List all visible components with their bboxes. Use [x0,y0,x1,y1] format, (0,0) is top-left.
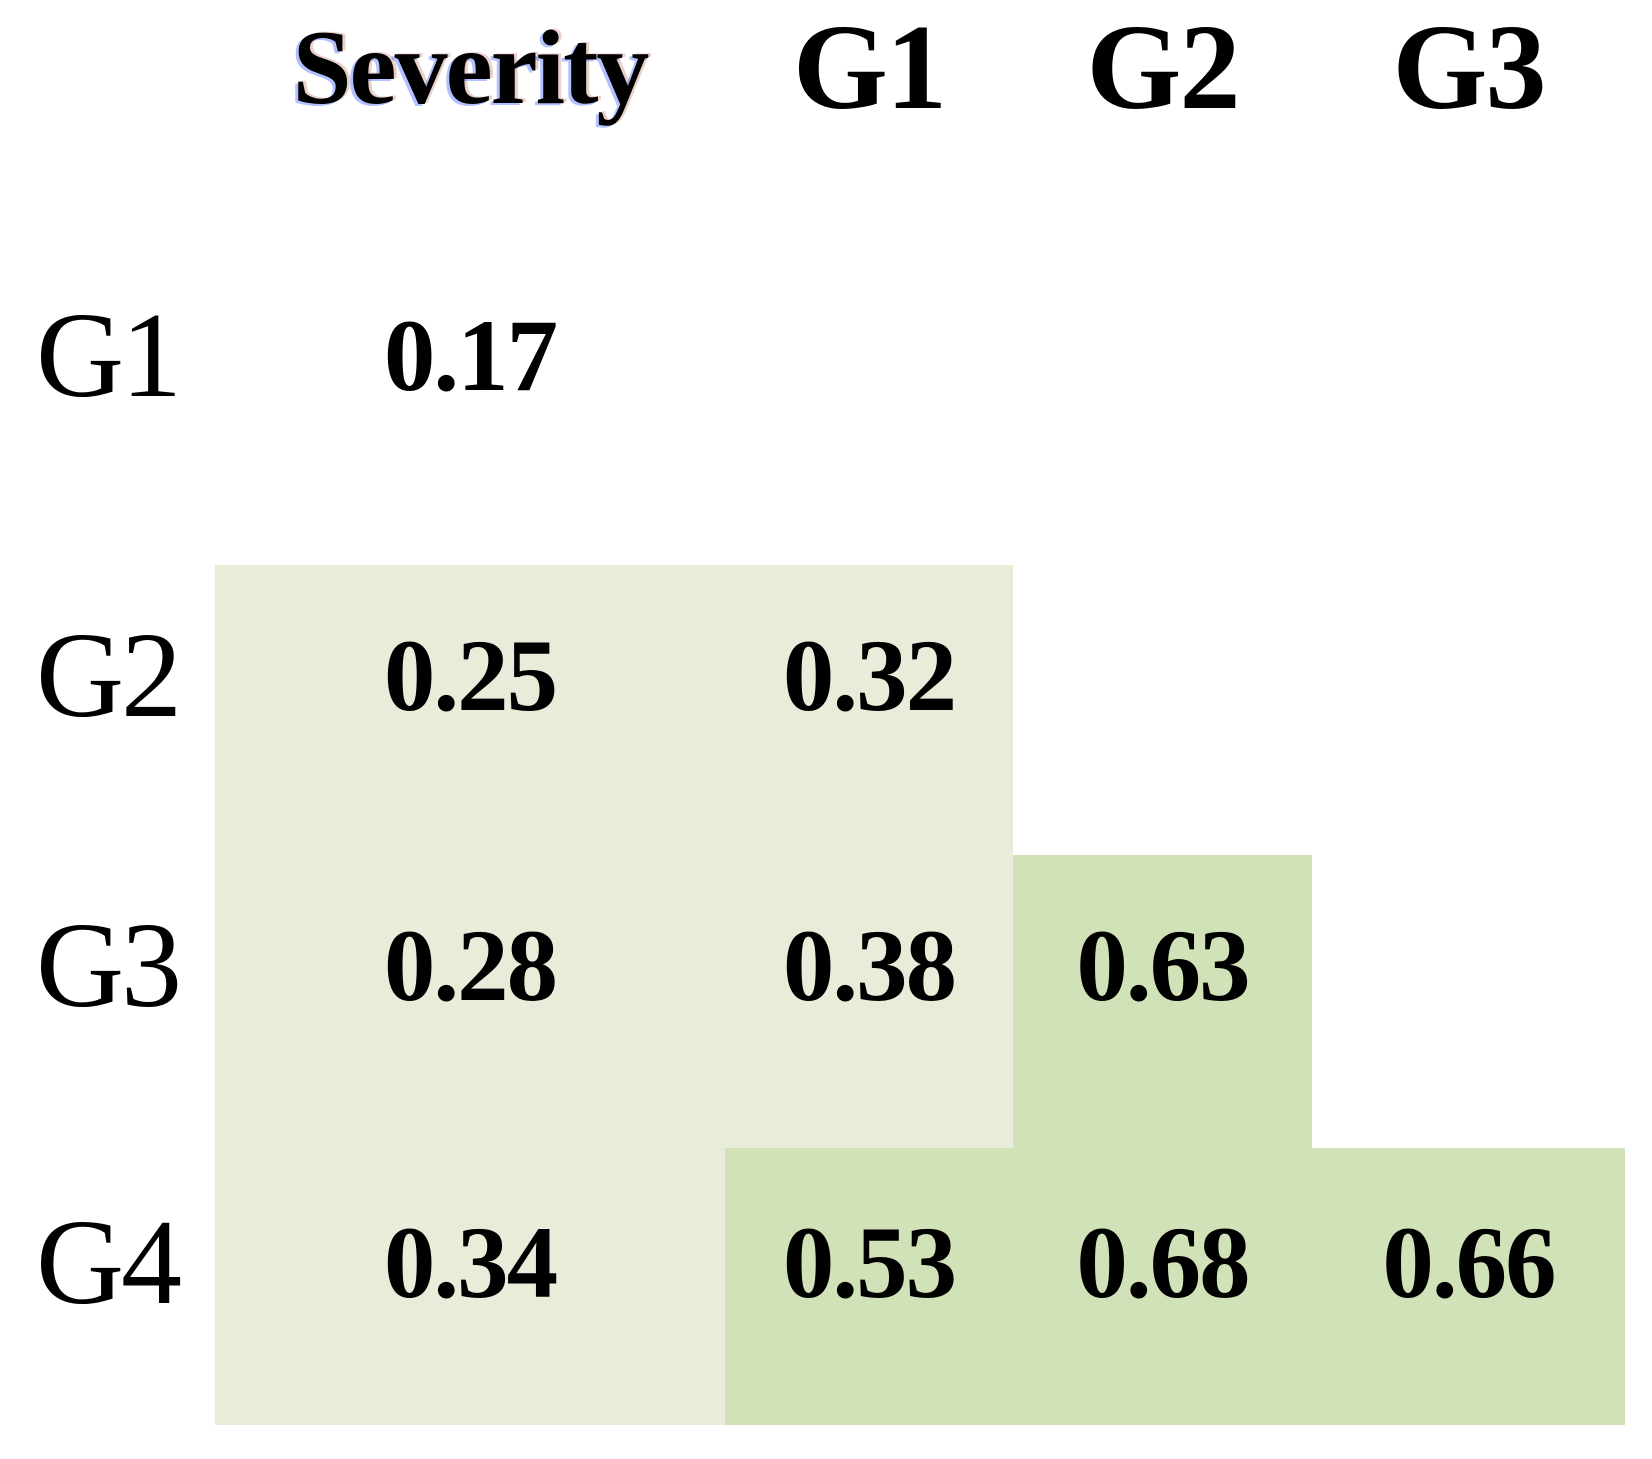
cell-g2-g3 [1312,565,1625,855]
cell-g2-severity: 0.25 [215,565,725,855]
row-label-g3: G3 [35,897,182,1033]
col-header-g3: G3 [1392,0,1547,135]
cell-g3-g3 [1312,855,1625,1148]
cell-g1-severity: 0.17 [383,299,558,413]
col-header-g1: G1 [793,0,947,135]
cell-g4-severity: 0.34 [215,1148,725,1425]
cell-g4-g2: 0.68 [1013,1148,1312,1425]
row-label-g1: G1 [35,288,182,423]
col-header-severity: Severity [292,8,650,126]
row-label-g4: G4 [35,1194,182,1330]
row-label-g2: G2 [35,608,182,743]
cell-g3-g2: 0.63 [1013,855,1312,1148]
cell-g1-g2 [1013,275,1312,565]
cell-g3-g1: 0.38 [725,855,1013,1148]
cell-g1-g1 [725,275,1013,565]
cell-g1-g3 [1312,275,1625,565]
cell-g4-g1: 0.53 [725,1148,1013,1425]
cell-g4-g3: 0.66 [1312,1148,1625,1425]
corner-spacer [0,0,215,275]
col-header-g2: G2 [1086,0,1241,135]
matrix-grid: Severity G1 G2 G3 G1 0.17 G2 0.25 0.32 G… [0,0,1625,1425]
cell-g2-g1: 0.32 [725,565,1013,855]
cell-g3-severity: 0.28 [215,855,725,1148]
cell-g2-g2 [1013,565,1312,855]
